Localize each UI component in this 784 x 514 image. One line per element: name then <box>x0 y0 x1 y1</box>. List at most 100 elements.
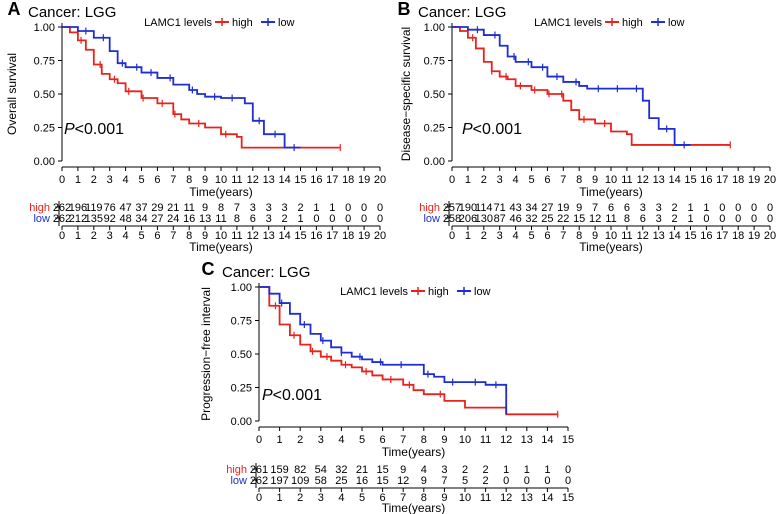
legend-title: LAMC1 levels <box>534 17 602 29</box>
risk-x-tick-label: 8 <box>421 492 427 504</box>
x-tick-label: 0 <box>449 174 455 186</box>
x-tick-label: 16 <box>310 174 322 186</box>
risk-x-tick-label: 3 <box>497 230 503 242</box>
p-value: P<0.001 <box>462 121 522 138</box>
risk-count: 12 <box>589 213 601 225</box>
risk-count: 6 <box>640 213 646 225</box>
risk-x-tick-label: 8 <box>186 230 192 242</box>
x-tick-label: 18 <box>342 174 354 186</box>
y-tick-label: 1.00 <box>231 282 252 294</box>
risk-x-tick-label: 4 <box>123 230 129 242</box>
risk-count: 0 <box>751 202 757 214</box>
x-tick-label: 8 <box>421 434 427 446</box>
risk-x-tick-label: 0 <box>449 230 455 242</box>
x-tick-label: 13 <box>263 174 275 186</box>
risk-count: 0 <box>313 213 319 225</box>
risk-x-tick-label: 14 <box>668 230 680 242</box>
y-axis-title: Overall survival <box>5 53 19 135</box>
risk-x-tick-label: 9 <box>441 492 447 504</box>
legend-entry-low: low <box>668 17 685 29</box>
x-tick-label: 5 <box>138 174 144 186</box>
risk-count: 0 <box>377 213 383 225</box>
risk-count: 0 <box>524 475 530 487</box>
risk-count: 261 <box>250 464 268 476</box>
risk-count: 92 <box>104 213 116 225</box>
risk-x-tick-label: 16 <box>310 230 322 242</box>
risk-x-tick-label: 4 <box>338 492 344 504</box>
chart-title: Cancer: LGG <box>418 4 506 21</box>
p-value: P<0.001 <box>64 121 124 138</box>
x-tick-label: 13 <box>521 434 533 446</box>
y-tick-label: 0.50 <box>34 89 55 101</box>
risk-count: 0 <box>719 213 725 225</box>
x-tick-label: 8 <box>576 174 582 186</box>
risk-row-label-low: low <box>230 475 247 487</box>
risk-x-tick-label: 19 <box>358 230 370 242</box>
risk-x-tick-label: 13 <box>521 492 533 504</box>
x-axis-title: Time(years) <box>382 445 446 459</box>
legend-entry-high: high <box>428 286 449 298</box>
curve-high <box>452 26 731 146</box>
risk-x-tick-label: 12 <box>637 230 649 242</box>
risk-count: 11 <box>215 213 226 225</box>
panel-label: B <box>398 0 411 19</box>
x-tick-label: 2 <box>481 174 487 186</box>
x-tick-label: 4 <box>123 174 129 186</box>
risk-x-tick-label: 10 <box>459 492 471 504</box>
chart-title: Cancer: LGG <box>28 4 116 21</box>
x-tick-label: 1 <box>465 174 471 186</box>
risk-count: 2 <box>282 213 288 225</box>
risk-count: 15 <box>573 213 585 225</box>
risk-x-tick-label: 5 <box>528 230 534 242</box>
legend-title: LAMC1 levels <box>144 17 212 29</box>
risk-x-tick-label: 16 <box>700 230 712 242</box>
x-tick-label: 19 <box>358 174 370 186</box>
risk-x-tick-label: 9 <box>202 230 208 242</box>
risk-count: 262 <box>53 202 71 214</box>
risk-x-tick-label: 2 <box>297 492 303 504</box>
y-axis-title: Disease−specific survival <box>399 27 413 161</box>
p-value: P<0.001 <box>262 387 322 404</box>
risk-count: 0 <box>735 213 741 225</box>
risk-count: 19 <box>557 202 569 214</box>
x-tick-label: 9 <box>202 174 208 186</box>
risk-count: 2 <box>483 464 489 476</box>
x-tick-label: 11 <box>231 174 242 186</box>
risk-count: 0 <box>345 213 351 225</box>
x-tick-label: 14 <box>668 174 680 186</box>
y-axis-title: Progression−free interval <box>199 287 213 421</box>
risk-x-tick-label: 1 <box>277 492 283 504</box>
legend-entry-high: high <box>232 17 253 29</box>
risk-count: 82 <box>294 464 306 476</box>
risk-count: 212 <box>69 213 87 225</box>
risk-x-tick-label: 11 <box>621 230 632 242</box>
x-tick-label: 10 <box>605 174 617 186</box>
x-tick-label: 15 <box>562 434 574 446</box>
risk-count: 1 <box>503 464 509 476</box>
risk-count: 3 <box>266 202 272 214</box>
risk-count: 22 <box>557 213 569 225</box>
risk-x-tick-label: 8 <box>576 230 582 242</box>
risk-count: 15 <box>376 475 388 487</box>
risk-x-tick-label: 2 <box>91 230 97 242</box>
risk-count: 1 <box>297 213 303 225</box>
x-tick-label: 5 <box>528 174 534 186</box>
x-tick-label: 7 <box>170 174 176 186</box>
risk-count: 2 <box>672 202 678 214</box>
risk-count: 25 <box>335 475 347 487</box>
legend-entry-low: low <box>474 286 491 298</box>
risk-x-tick-label: 15 <box>562 492 574 504</box>
p-value-text: <0.001 <box>75 121 124 138</box>
curve-low <box>62 26 301 149</box>
x-tick-label: 1 <box>277 434 283 446</box>
risk-count: 1 <box>687 202 693 214</box>
risk-x-tick-label: 14 <box>541 492 553 504</box>
curve-low <box>452 26 691 146</box>
x-tick-label: 1 <box>75 174 81 186</box>
risk-count: 43 <box>509 202 521 214</box>
x-tick-label: 9 <box>441 434 447 446</box>
x-tick-label: 6 <box>380 434 386 446</box>
